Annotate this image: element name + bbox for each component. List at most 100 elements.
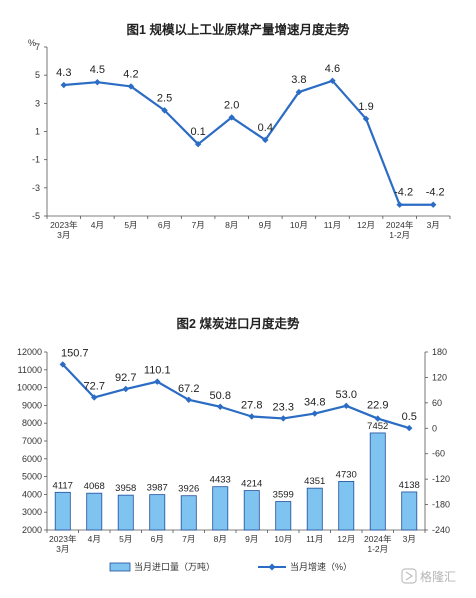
x-tick-label: 7月	[182, 534, 195, 544]
y-tick-label: -3	[32, 183, 40, 193]
bar-label: 4068	[84, 481, 105, 492]
bar	[369, 432, 386, 531]
right-y-tick-label: -240	[432, 525, 450, 535]
line-data-label: 34.8	[304, 397, 325, 409]
bar-label: 3599	[273, 490, 294, 501]
data-point	[311, 410, 318, 417]
bar-label: 4433	[210, 475, 231, 486]
data-point	[60, 81, 67, 89]
data-point	[406, 424, 413, 432]
x-tick-label: 12月	[357, 220, 375, 230]
y-tick-label: 7	[35, 42, 40, 52]
bar-label: 3987	[147, 483, 168, 494]
line-data-label: 110.1	[144, 365, 171, 377]
y-tick-label: 3	[35, 98, 40, 108]
line-data-label: 150.7	[61, 347, 89, 359]
data-label: 4.3	[56, 67, 71, 79]
chart-2-x-tick-labels: 2023年 3月 4月 5月 6月 7月 8月 9月 10月 11月 12月 2024年 1-2月 3月	[49, 534, 416, 554]
line-data-label: 67.2	[178, 383, 199, 395]
bar-label: 4117	[53, 480, 73, 491]
data-label: -4.2	[426, 187, 445, 199]
line-data-label: 72.7	[84, 380, 105, 392]
x-tick-label: 2023年 3月	[50, 220, 78, 240]
x-tick-label: 10月	[274, 534, 292, 544]
left-y-tick-label: 12000	[17, 347, 42, 357]
x-tick-label: 5月	[124, 220, 137, 230]
chart-1: 图1 规模以上工业原煤产量增速月度走势 % 7 5 3 1 -1 -3 -5 2023年 3月…	[28, 22, 451, 240]
bar	[117, 494, 134, 531]
chart-2-legend: 当月进口量（万吨） 当月增速（%）	[109, 561, 352, 572]
bar	[180, 495, 197, 531]
chart-2-right-y-tick-labels: 180 120 60 0 -60 -120 -180 -240	[432, 347, 450, 535]
left-y-tick-label: 3000	[22, 507, 42, 517]
right-y-tick-label: -180	[432, 500, 450, 510]
bar	[275, 501, 292, 531]
x-tick-label: 9月	[245, 534, 258, 544]
left-y-tick-label: 11000	[18, 365, 42, 375]
data-point	[228, 114, 235, 121]
chart-1-x-tick-labels: 2023年 3月 4月 5月 6月 7月 8月 9月 10月 11月 12月 2024年 1-2月 3月	[50, 220, 440, 240]
bar-label: 7452	[367, 421, 388, 432]
watermark-logo-mark	[405, 571, 414, 581]
data-point	[217, 403, 224, 410]
chart-2-title: 图2 煤炭进口月度走势	[177, 316, 300, 331]
x-tick-label: 7月	[192, 220, 205, 230]
data-point	[280, 415, 287, 422]
y-tick-label: -1	[32, 155, 40, 165]
data-label: 0.1	[190, 126, 205, 138]
data-point	[374, 415, 381, 422]
line-data-label: 22.9	[367, 400, 388, 412]
y-tick-label: 5	[35, 70, 40, 80]
data-label: 4.5	[90, 64, 105, 76]
x-tick-label: 3月	[427, 220, 440, 230]
bar-label: 3958	[115, 483, 136, 494]
data-point	[295, 88, 303, 96]
data-point	[154, 378, 161, 385]
data-point	[362, 115, 370, 123]
chart-2-left-y-tick-labels: 12000 11000 10000 9000 8000 7000 6000 5000 4000 3…	[17, 347, 42, 535]
right-y-tick-label: 180	[432, 347, 447, 357]
data-point	[94, 79, 101, 86]
chart-1-axes	[44, 46, 451, 219]
bar-label: 3926	[178, 484, 199, 495]
x-tick-label: 10月	[290, 220, 308, 230]
x-tick-label: 3月	[403, 534, 416, 544]
left-y-tick-label: 8000	[22, 418, 42, 428]
data-label: 3.8	[291, 74, 306, 86]
bar	[243, 490, 260, 531]
legend-bar-swatch	[109, 562, 131, 572]
data-point	[396, 201, 403, 208]
line-data-label: 23.3	[273, 401, 294, 413]
line-data-label: 27.8	[241, 400, 262, 412]
data-point	[127, 83, 135, 90]
x-tick-label: 2024年 1-2月	[386, 220, 414, 240]
data-point	[248, 413, 255, 420]
x-tick-label: 2023年 3月	[49, 534, 77, 554]
x-tick-label: 4月	[88, 534, 101, 544]
left-y-tick-label: 10000	[17, 383, 42, 393]
bar-label: 4351	[304, 476, 325, 487]
legend-bar-label: 当月进口量（万吨）	[134, 561, 215, 572]
left-y-tick-label: 9000	[22, 400, 42, 410]
bar	[54, 491, 71, 531]
data-label: -4.2	[394, 187, 413, 199]
line-data-label: 53.0	[336, 389, 357, 401]
chart-1-series: 4.3 4.5 4.2 2.5 0.1 2.0 0.4 3.8 4.6 1.9 -4.2 -4.2	[56, 63, 445, 208]
y-tick-label: -5	[32, 211, 40, 221]
chart-1-y-tick-labels: 7 5 3 1 -1 -3 -5	[32, 42, 40, 221]
watermark: 格隆汇	[401, 568, 456, 584]
data-point	[430, 201, 437, 208]
series-line	[63, 79, 434, 206]
left-y-tick-label: 4000	[22, 489, 42, 499]
data-label: 2.5	[157, 92, 172, 104]
y-tick-label: 1	[35, 127, 40, 137]
x-tick-label: 11月	[324, 220, 341, 230]
x-tick-label: 12月	[337, 534, 355, 544]
x-tick-label: 5月	[119, 534, 132, 544]
series-line	[61, 363, 410, 430]
left-y-tick-label: 7000	[22, 436, 42, 446]
legend-line-label: 当月增速（%）	[290, 561, 352, 572]
bar	[212, 486, 229, 531]
data-label: 4.6	[325, 63, 340, 75]
